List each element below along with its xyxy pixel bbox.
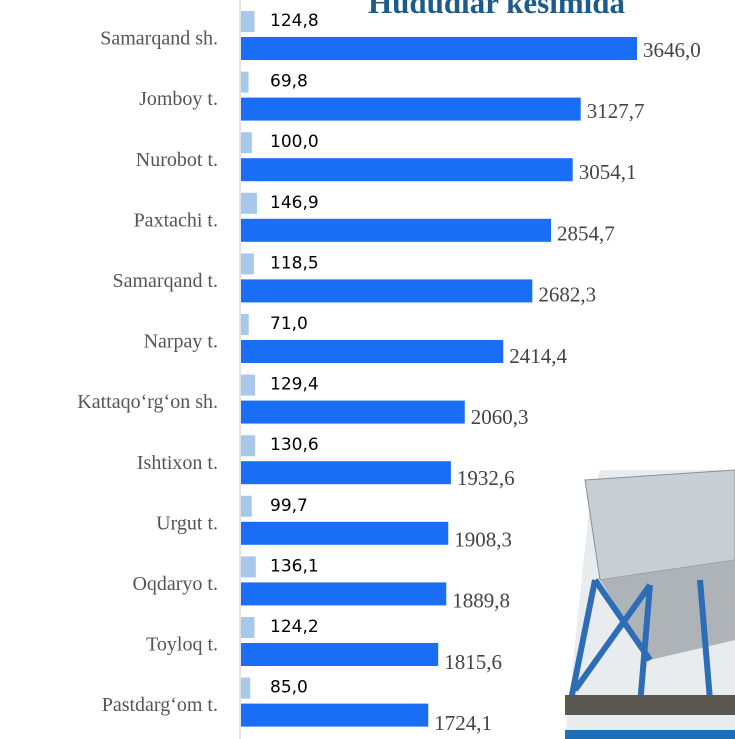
bar	[241, 340, 503, 363]
value-label: 1889,8	[452, 589, 510, 613]
category-label: Kattaqo‘rg‘on sh.	[77, 391, 218, 413]
value-label: 130,6	[270, 435, 319, 455]
value-label: 129,4	[270, 375, 319, 395]
bar	[241, 435, 255, 456]
bar	[241, 219, 551, 242]
category-label: Jomboy t.	[139, 88, 218, 110]
value-label: 2854,7	[557, 221, 615, 245]
value-label: 1932,6	[457, 466, 515, 490]
bar	[241, 401, 465, 424]
value-label: 71,0	[270, 314, 308, 334]
value-label: 1908,3	[454, 527, 512, 551]
category-label: Ishtixon t.	[137, 452, 218, 474]
bar	[241, 193, 257, 214]
bar	[241, 522, 448, 545]
bar	[241, 643, 438, 666]
chart-title: Hududlar kesimida	[368, 0, 625, 20]
value-label: 3054,1	[579, 160, 637, 184]
bar	[241, 617, 254, 638]
value-label: 118,5	[270, 253, 319, 273]
value-label: 99,7	[270, 496, 308, 516]
value-label: 2682,3	[538, 283, 596, 307]
category-label: Toyloq t.	[146, 634, 218, 656]
value-label: 3646,0	[643, 38, 701, 62]
category-label: Pastdarg‘om t.	[102, 694, 218, 716]
value-label: 85,0	[270, 678, 308, 698]
value-label: 100,0	[270, 132, 319, 152]
bar	[241, 556, 256, 577]
bar	[241, 375, 255, 396]
category-label: Urgut t.	[156, 512, 218, 534]
category-label: Oqdaryo t.	[132, 573, 218, 595]
category-label: Samarqand t.	[112, 270, 218, 292]
bar	[241, 98, 581, 121]
chart: Samarqand sh. 124,8 3646,0 Jomboy t. 69,8 312…	[0, 0, 735, 739]
bar	[241, 582, 446, 605]
bar	[241, 496, 252, 517]
bar	[241, 11, 255, 32]
machine-photo	[565, 470, 735, 739]
bar	[241, 72, 249, 93]
category-label: Samarqand sh.	[100, 28, 218, 50]
bar	[241, 253, 254, 274]
value-label: 2414,4	[509, 344, 567, 368]
value-label: 1815,6	[444, 650, 502, 674]
bar	[241, 37, 637, 60]
value-label: 3127,7	[587, 99, 645, 123]
bar	[241, 158, 573, 181]
bar	[241, 678, 250, 699]
value-label: 69,8	[270, 72, 308, 92]
bar	[241, 279, 532, 302]
value-label: 124,2	[270, 617, 319, 637]
category-label: Paxtachi t.	[134, 209, 218, 231]
value-label: 124,8	[270, 11, 319, 31]
bar	[241, 704, 428, 727]
value-label: 146,9	[270, 193, 319, 213]
bar	[241, 461, 451, 484]
value-label: 1724,1	[434, 711, 492, 735]
bar	[241, 314, 249, 335]
value-label: 2060,3	[471, 405, 529, 429]
value-label: 136,1	[270, 556, 319, 576]
category-label: Narpay t.	[144, 331, 218, 353]
bar	[241, 132, 252, 153]
category-label: Nurobot t.	[136, 149, 218, 171]
